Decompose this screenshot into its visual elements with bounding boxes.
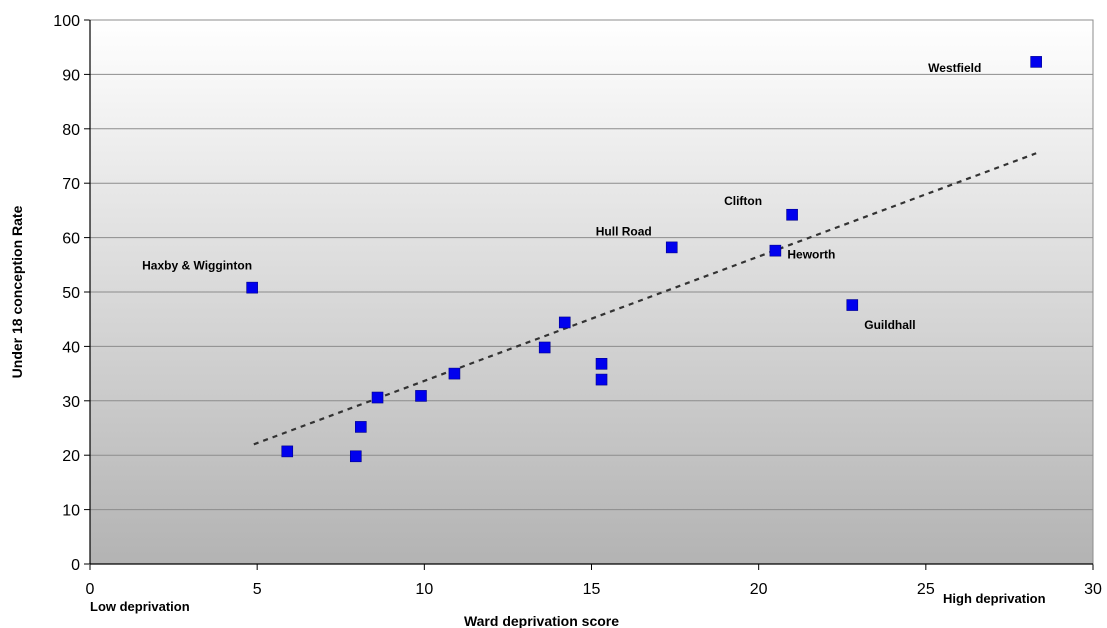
data-point [281,445,294,458]
y-tick-label: 90 [62,67,80,84]
y-tick-label: 80 [62,122,80,139]
x-tick-labels: 0 5 10 15 20 25 30 [86,581,1102,598]
y-tick-label: 100 [53,13,80,30]
x-tick-label: 25 [917,581,935,598]
data-point [538,341,551,354]
point-label: Guildhall [864,318,915,332]
data-point [349,450,362,463]
data-point [246,281,258,294]
point-label: Hull Road [596,224,652,238]
data-point [355,421,367,433]
data-point [448,367,461,380]
data-point [786,208,798,221]
x-axis-title: Ward deprivation score [464,613,619,628]
data-point [558,316,571,329]
data-point [595,358,608,370]
low-deprivation-label: Low deprivation [90,599,190,614]
data-point [415,390,427,402]
y-tick-label: 30 [62,394,80,411]
y-tick-label: 10 [62,503,80,520]
data-point [1030,56,1042,68]
data-point [846,299,859,311]
y-tick-labels: 0 10 20 30 40 50 60 70 80 90 100 [53,13,80,574]
data-point [769,244,782,257]
data-points [246,56,1042,463]
x-tick-label: 15 [583,581,601,598]
y-tick-label: 50 [62,285,80,302]
data-point [665,241,678,254]
point-label: Clifton [724,194,762,208]
y-tick-label: 40 [62,339,80,356]
data-point [371,391,384,404]
x-tick-label: 10 [415,581,433,598]
x-tick-label: 30 [1084,581,1102,598]
high-deprivation-label: High deprivation [943,591,1046,606]
x-tick-label: 0 [86,581,95,598]
point-label: Haxby & Wigginton [142,259,252,273]
axes [89,19,1094,565]
point-label: Westfield [928,61,981,75]
y-tick-label: 0 [71,557,80,574]
point-labels: Haxby & Wigginton Hull Road Heworth Clifton… [142,61,981,332]
y-tick-label: 60 [62,231,80,248]
y-tick-label: 20 [62,448,80,465]
y-tick-label: 70 [62,176,80,193]
x-tick-label: 20 [750,581,768,598]
x-tick-label: 5 [253,581,262,598]
point-label: Heworth [787,248,835,262]
data-point [595,373,608,386]
y-axis-title: Under 18 conception Rate [9,205,25,378]
